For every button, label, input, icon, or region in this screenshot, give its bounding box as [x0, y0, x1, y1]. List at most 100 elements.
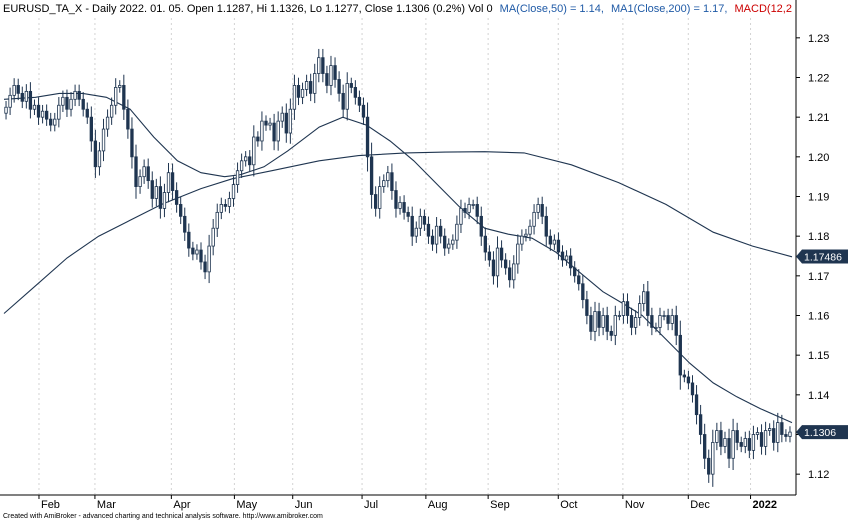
- candle: [118, 80, 122, 93]
- y-tick-label: 1.23: [808, 33, 829, 45]
- chart-header: EURUSD_TA_X - Daily 2022. 01. 05. Open 1…: [3, 3, 792, 15]
- x-tick-label: Feb: [41, 499, 60, 511]
- candle: [174, 182, 179, 213]
- candle: [715, 422, 719, 451]
- ma50-label: MA(Close,50) = 1.14,: [500, 3, 604, 15]
- candle: [467, 197, 471, 220]
- candle: [759, 424, 764, 455]
- candle: [386, 165, 390, 188]
- y-tick-label: 1.19: [808, 192, 829, 204]
- gridlines: [38, 18, 752, 494]
- candle: [483, 227, 487, 261]
- candle: [568, 248, 573, 276]
- candle: [300, 82, 305, 105]
- candle: [20, 86, 24, 109]
- candle: [166, 162, 171, 203]
- y-tick-label: 1.15: [808, 350, 829, 362]
- candle: [638, 295, 642, 326]
- candle: [49, 112, 53, 132]
- candle: [260, 111, 264, 151]
- candle: [633, 310, 638, 335]
- candle: [443, 228, 447, 256]
- candle: [495, 236, 500, 288]
- candle: [528, 219, 532, 241]
- ma50-line: [3, 92, 793, 424]
- candle: [735, 422, 739, 451]
- candle: [686, 370, 691, 390]
- y-tick-label: 1.17: [808, 271, 829, 283]
- x-tick-label: Sep: [490, 499, 510, 511]
- x-tick-label: Jun: [295, 499, 313, 511]
- candle: [540, 196, 544, 225]
- candle: [690, 375, 695, 403]
- candle: [365, 102, 370, 172]
- candle: [77, 84, 81, 107]
- candle: [93, 129, 98, 178]
- macd-label: MACD(12,2: [735, 3, 792, 15]
- candle: [321, 48, 325, 83]
- value-tag: 1.17486: [796, 249, 848, 264]
- candle: [252, 125, 256, 177]
- candle: [666, 308, 670, 331]
- candle: [479, 206, 483, 246]
- value-tag: 1.1306: [796, 425, 848, 440]
- x-tick-label: Apr: [173, 499, 190, 511]
- candle: [223, 199, 228, 212]
- candle: [422, 209, 427, 232]
- candle: [373, 186, 378, 217]
- candle: [292, 74, 297, 120]
- candle: [353, 80, 358, 105]
- x-tick-label: Aug: [428, 499, 448, 511]
- candle: [146, 158, 150, 189]
- candle: [53, 112, 57, 132]
- candle: [763, 421, 768, 456]
- candle: [780, 414, 784, 443]
- candle: [682, 369, 687, 383]
- svg-text:1.17486: 1.17486: [804, 252, 842, 264]
- candle: [337, 71, 341, 102]
- x-tick-label: Mar: [97, 499, 116, 511]
- candle: [101, 118, 106, 162]
- candle: [642, 283, 646, 312]
- candle: [503, 253, 508, 275]
- x-tick-label: Oct: [560, 499, 577, 511]
- candle: [650, 307, 654, 336]
- candle: [382, 174, 386, 193]
- candle: [154, 178, 158, 207]
- candle: [268, 117, 272, 131]
- candle: [394, 181, 398, 218]
- candle: [573, 261, 577, 283]
- candle: [44, 104, 49, 126]
- candle: [105, 109, 110, 137]
- candle: [629, 307, 634, 336]
- candle: [85, 102, 89, 124]
- candle: [325, 65, 329, 94]
- candle: [402, 195, 406, 220]
- candle: [609, 325, 613, 342]
- candle: [621, 293, 626, 324]
- candle: [276, 111, 280, 151]
- candle: [747, 430, 752, 459]
- candle: [613, 305, 617, 346]
- candle: [150, 171, 154, 208]
- y-tick-label: 1.20: [808, 152, 829, 164]
- moving-average-lines: [3, 92, 793, 424]
- candle: [272, 113, 276, 151]
- candle: [548, 229, 552, 251]
- candle: [69, 92, 73, 117]
- candle: [447, 238, 451, 254]
- svg-text:1.1306: 1.1306: [804, 427, 836, 439]
- candle: [516, 234, 520, 274]
- candle: [772, 420, 776, 451]
- footer-credit: Created with AmiBroker - advanced charti…: [3, 513, 323, 520]
- candle: [81, 92, 85, 117]
- candle: [32, 99, 37, 115]
- candle: [215, 203, 219, 237]
- candle: [73, 84, 77, 107]
- candle: [134, 144, 138, 199]
- axes: [0, 0, 797, 496]
- candle: [414, 221, 418, 243]
- candle: [158, 176, 163, 219]
- x-tick-label: May: [236, 499, 257, 511]
